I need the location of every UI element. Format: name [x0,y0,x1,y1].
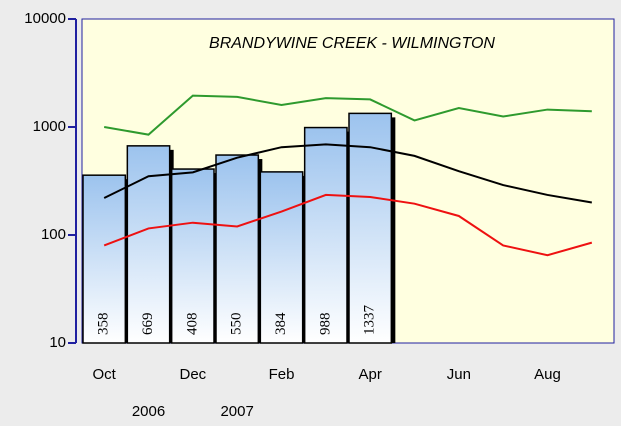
value-label: 408 [184,313,200,336]
bar [170,168,215,344]
year-label: 2007 [220,403,253,420]
value-label: 1337 [362,305,378,336]
y-tick-label: 100 [41,226,66,243]
line-series [103,143,593,204]
value-label: 358 [96,313,112,336]
bar [348,112,393,344]
x-tick-label: Oct [92,366,116,383]
value-label: 988 [317,313,333,336]
value-label: 384 [273,312,289,335]
value-label: 669 [140,313,156,336]
year-label: 2006 [132,403,165,420]
y-tick-label: 10 [49,334,66,351]
bar [303,126,348,344]
chart-title: BRANDYWINE CREEK - WILMINGTON [209,35,495,52]
x-tick-label: Apr [358,366,381,383]
x-tick-label: Feb [269,366,295,383]
bar [259,171,304,344]
line-series [103,193,593,257]
y-tick-label: 1000 [33,118,66,135]
bar [215,154,260,344]
bar [82,174,127,344]
y-tick-label: 10000 [24,10,66,27]
bar [126,145,171,344]
x-tick-label: Jun [447,366,471,383]
x-tick-label: Aug [534,366,561,383]
value-label: 550 [229,313,245,336]
x-tick-label: Dec [179,366,206,383]
line-series [103,94,592,136]
